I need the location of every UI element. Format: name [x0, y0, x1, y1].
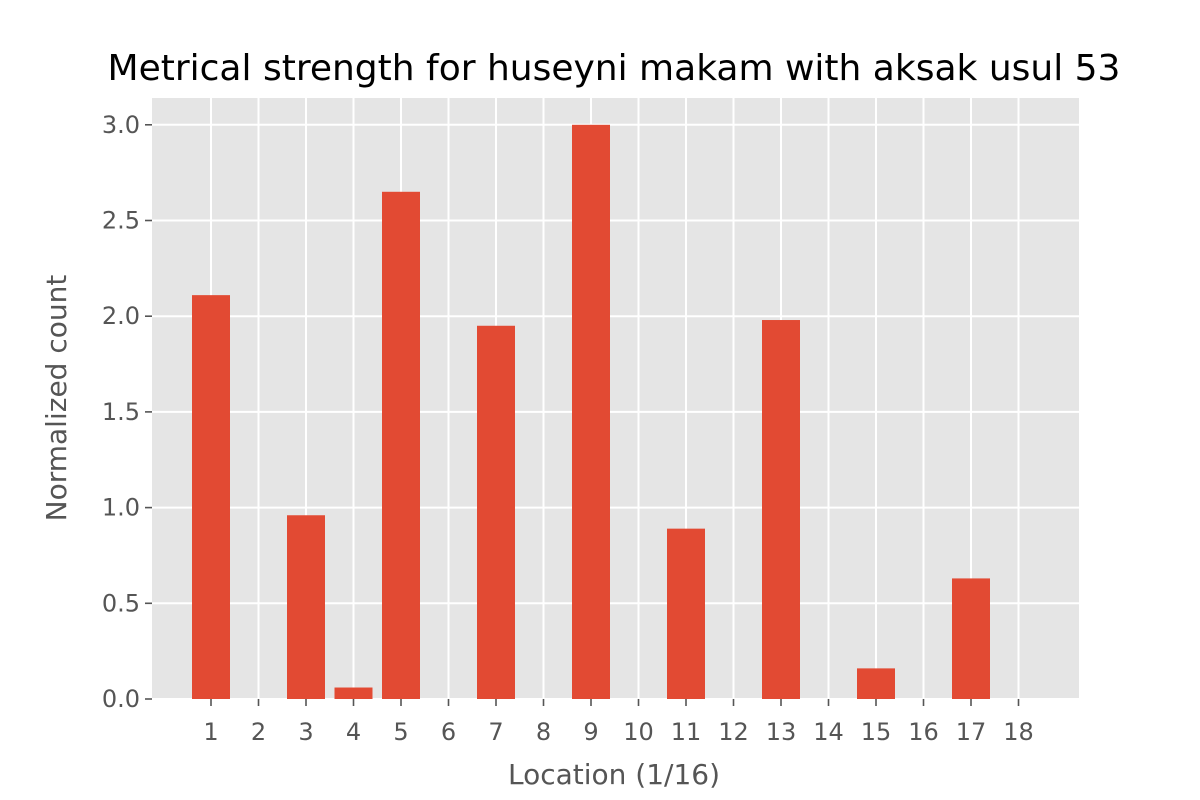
x-tick-label: 12: [718, 718, 749, 746]
x-tick-label: 5: [393, 718, 408, 746]
tick-layer: 0.00.51.01.52.02.53.01 2 3 4 5 6 7 8 9 10 11 12 13 14…: [102, 111, 1034, 746]
x-tick-label: 3: [298, 718, 313, 746]
y-tick-label: 1.5: [102, 398, 140, 426]
x-tick-label: 17: [956, 718, 987, 746]
y-tick-label: 2.0: [102, 302, 140, 330]
chart-title: Metrical strength for huseyni makam with…: [108, 48, 1121, 89]
x-tick-label: 13: [766, 718, 797, 746]
y-tick-label: 0.5: [102, 589, 140, 617]
x-tick-label: 15: [861, 718, 892, 746]
x-tick-label: 11: [671, 718, 702, 746]
y-axis-label: Normalized count: [40, 275, 73, 522]
y-tick-label: 0.0: [102, 685, 140, 713]
x-tick-label: 8: [536, 718, 551, 746]
bar-location-11: [667, 528, 705, 699]
x-tick-label: 6: [441, 718, 456, 746]
bar-location-13: [762, 320, 800, 699]
bar-location-15: [857, 668, 895, 699]
x-tick-label: 1: [203, 718, 218, 746]
x-tick-label: 18: [1003, 718, 1034, 746]
x-tick-label: 16: [908, 718, 939, 746]
bar-location-17: [952, 578, 990, 699]
x-axis-label: Location (1/16): [508, 758, 720, 791]
x-tick-label: 14: [813, 718, 844, 746]
y-tick-label: 3.0: [102, 111, 140, 139]
bar-location-4: [334, 687, 373, 699]
y-tick-label: 1.0: [102, 494, 140, 522]
bar-location-5: [382, 191, 420, 699]
bar-location-1: [192, 295, 230, 699]
x-tick-label: 7: [488, 718, 503, 746]
bar-location-3: [287, 515, 325, 699]
x-tick-label: 10: [623, 718, 654, 746]
bar-layer: [192, 124, 990, 699]
y-tick-label: 2.5: [102, 206, 140, 234]
x-tick-label: 2: [251, 718, 266, 746]
bar-location-9: [572, 124, 610, 699]
x-tick-label: 9: [583, 718, 598, 746]
bar-location-7: [477, 325, 515, 699]
x-tick-label: 4: [346, 718, 361, 746]
